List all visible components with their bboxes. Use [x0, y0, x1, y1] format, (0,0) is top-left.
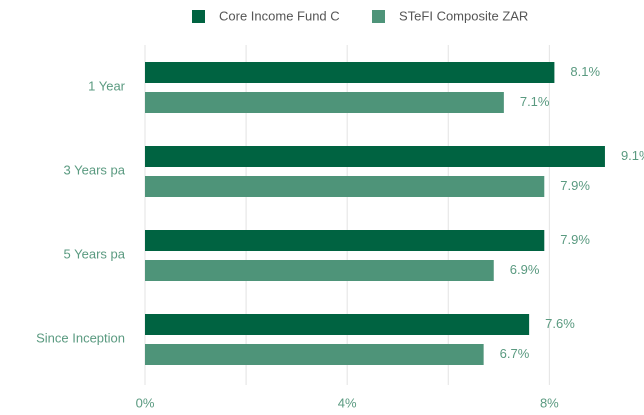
y-tick-label: Since Inception [36, 330, 125, 345]
y-tick-label: 1 Year [88, 78, 126, 93]
bar [145, 314, 530, 335]
bar [145, 92, 504, 113]
bar [145, 344, 484, 365]
bar [145, 146, 605, 167]
value-label: 6.7% [500, 346, 530, 361]
bar [145, 260, 494, 281]
y-tick-label: 3 Years pa [64, 162, 126, 177]
legend-label: STeFI Composite ZAR [399, 8, 528, 23]
value-label: 8.1% [570, 64, 600, 79]
legend-label: Core Income Fund C [219, 8, 340, 23]
bar [145, 230, 545, 251]
bar [145, 176, 545, 197]
x-tick-label: 8% [540, 395, 559, 410]
x-tick-label: 0% [136, 395, 155, 410]
value-label: 7.9% [560, 178, 590, 193]
value-label: 7.1% [520, 94, 550, 109]
legend-swatch [192, 10, 205, 23]
y-tick-label: 5 Years pa [64, 246, 126, 261]
value-label: 9.1% [621, 148, 644, 163]
value-label: 7.9% [560, 232, 590, 247]
value-label: 6.9% [510, 262, 540, 277]
x-tick-label: 4% [338, 395, 357, 410]
value-label: 7.6% [545, 316, 575, 331]
legend-swatch [372, 10, 385, 23]
bar [145, 62, 555, 83]
